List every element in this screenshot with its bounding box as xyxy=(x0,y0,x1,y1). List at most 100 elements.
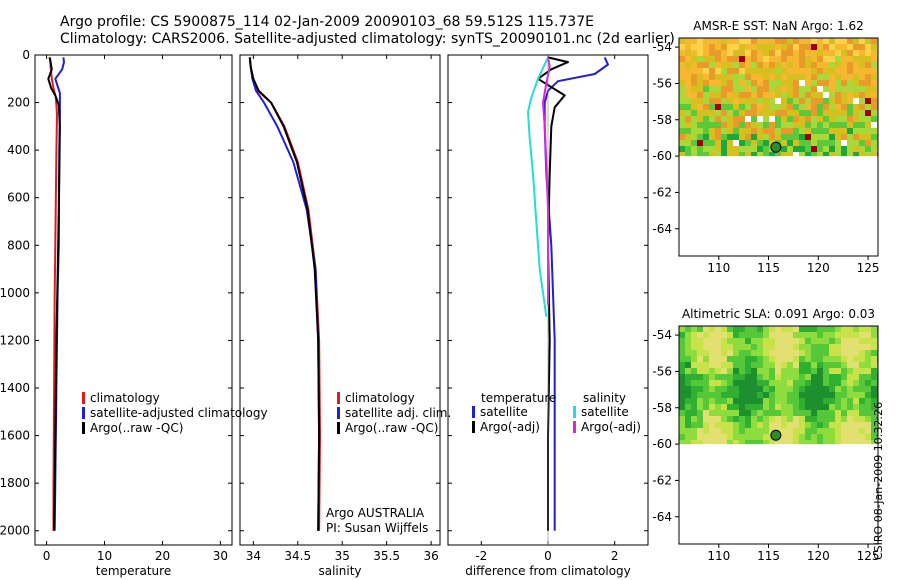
map-cell xyxy=(679,332,685,338)
map-cell xyxy=(703,416,709,422)
map-cell xyxy=(679,56,685,62)
map-cell xyxy=(739,392,745,398)
map-cell xyxy=(787,428,793,434)
map-cell xyxy=(799,344,805,350)
map-cell xyxy=(805,356,811,362)
map-cell xyxy=(751,428,757,434)
map-cell xyxy=(871,44,877,50)
map-cell xyxy=(709,368,715,374)
map-cell xyxy=(727,74,733,80)
map-y-tick-label: -56 xyxy=(652,76,672,90)
map-cell xyxy=(799,62,805,68)
map-cell xyxy=(871,344,877,350)
map-cell xyxy=(757,398,763,404)
map-cell xyxy=(847,74,853,80)
map-cell xyxy=(859,404,865,410)
legend-difference: temperature salinitysatelliteArgo(-adj)sa… xyxy=(472,391,641,434)
map-cell xyxy=(847,410,853,416)
map-cell xyxy=(739,146,745,152)
map-cell xyxy=(703,104,709,110)
map-cell xyxy=(853,92,859,98)
map-cell xyxy=(697,128,703,134)
map-cell xyxy=(859,410,865,416)
map-cell xyxy=(697,428,703,434)
map-cell xyxy=(817,122,823,128)
map-cell xyxy=(691,422,697,428)
map-cell xyxy=(835,104,841,110)
map-cell xyxy=(751,68,757,74)
map-cell xyxy=(805,392,811,398)
map-cell xyxy=(679,410,685,416)
map-cell xyxy=(853,404,859,410)
map-cell xyxy=(697,140,703,146)
map-cell xyxy=(775,398,781,404)
map-cell xyxy=(871,398,877,404)
map-cell xyxy=(697,416,703,422)
map-cell xyxy=(691,146,697,152)
map-cell xyxy=(739,374,745,380)
map-cell xyxy=(703,74,709,80)
map-cell xyxy=(709,374,715,380)
map-cell xyxy=(787,344,793,350)
map-cell xyxy=(727,140,733,146)
map-cell xyxy=(769,356,775,362)
map-cell xyxy=(835,146,841,152)
legend-label: Argo(-adj) xyxy=(480,420,540,434)
map-cell xyxy=(865,80,871,86)
map-x-tick-label: 120 xyxy=(807,549,830,563)
map-cell xyxy=(739,152,745,157)
map-cell xyxy=(727,386,733,392)
map-cell xyxy=(691,38,697,44)
map-cell xyxy=(679,134,685,140)
map-cell xyxy=(853,392,859,398)
map-cell xyxy=(709,332,715,338)
map-cell xyxy=(823,422,829,428)
map-cell xyxy=(799,116,805,122)
map-cell xyxy=(823,404,829,410)
map-cell xyxy=(823,74,829,80)
map-cell xyxy=(757,146,763,152)
map-cell xyxy=(823,398,829,404)
map-cell xyxy=(751,380,757,386)
map-cell xyxy=(793,152,799,157)
map-cell xyxy=(829,332,835,338)
map-cell xyxy=(757,332,763,338)
map-cell xyxy=(799,386,805,392)
map-cell xyxy=(739,80,745,86)
map-cell xyxy=(847,134,853,140)
map-cell xyxy=(793,62,799,68)
map-cell xyxy=(757,344,763,350)
map-cell xyxy=(793,56,799,62)
map-cell xyxy=(745,92,751,98)
map-cell xyxy=(697,50,703,56)
map-cell xyxy=(865,116,871,122)
map-cell xyxy=(859,146,865,152)
map-cell xyxy=(715,404,721,410)
map-cell xyxy=(787,86,793,92)
map-cell xyxy=(871,356,877,362)
map-cell xyxy=(817,344,823,350)
map-cell xyxy=(829,338,835,344)
map-cell xyxy=(691,98,697,104)
map-cell xyxy=(709,440,715,445)
map-cell xyxy=(811,344,817,350)
map-cell xyxy=(835,422,841,428)
map-cell xyxy=(811,92,817,98)
map-cell xyxy=(763,422,769,428)
y-tick-label: 1600 xyxy=(0,429,30,443)
map-cell xyxy=(787,398,793,404)
map-cell xyxy=(817,50,823,56)
axes-frame xyxy=(34,54,233,546)
map-cell xyxy=(847,398,853,404)
map-cell xyxy=(691,86,697,92)
map-cell xyxy=(763,134,769,140)
map-cell xyxy=(745,62,751,68)
map-cell xyxy=(853,386,859,392)
map-cell xyxy=(685,134,691,140)
map-cell xyxy=(727,416,733,422)
map-cell xyxy=(787,140,793,146)
map-cell xyxy=(721,146,727,152)
map-cell xyxy=(697,98,703,104)
map-y-tick-label: -58 xyxy=(652,401,672,415)
map-cell xyxy=(751,356,757,362)
